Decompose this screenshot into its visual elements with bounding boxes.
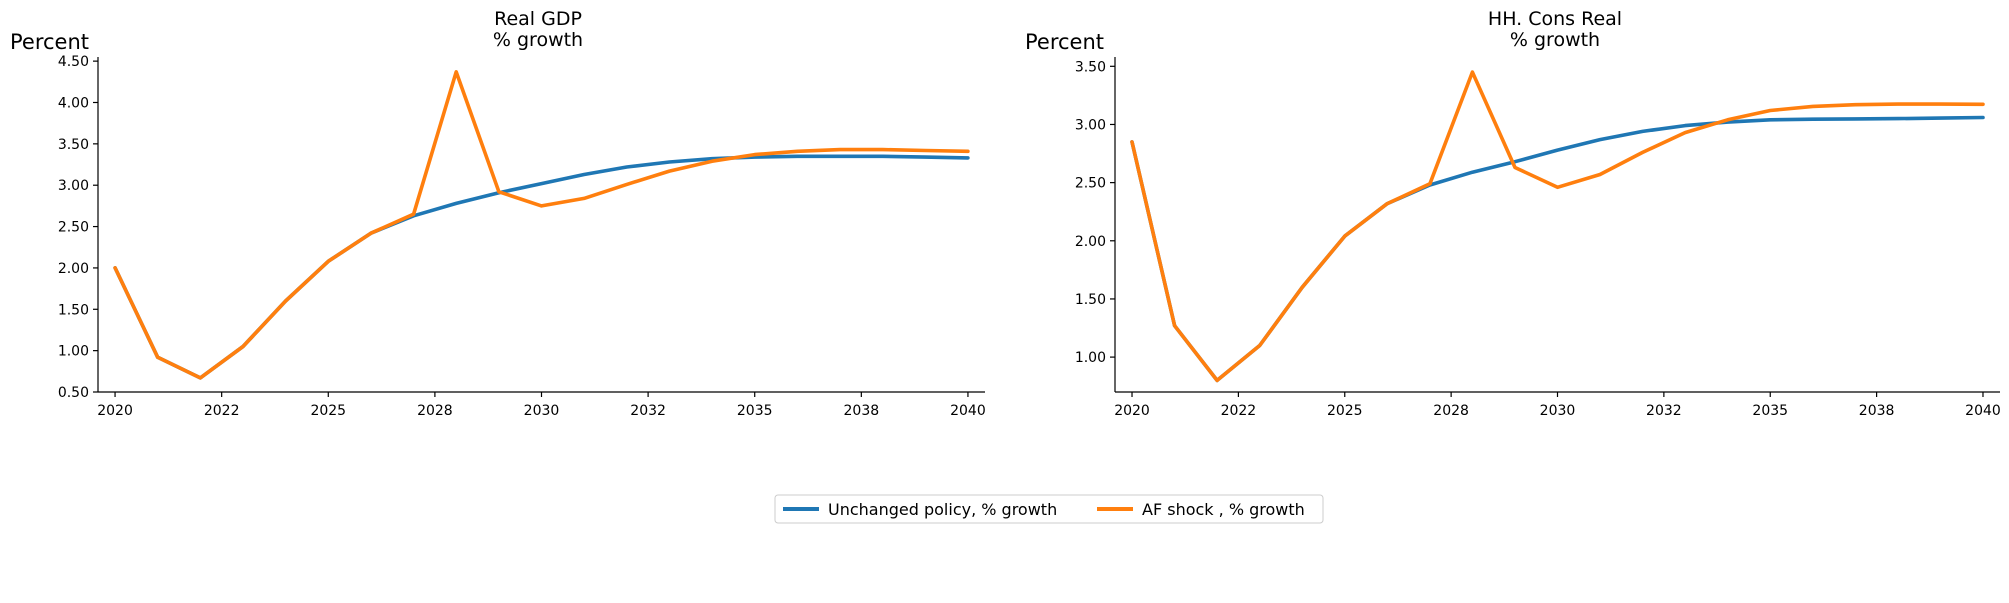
x-tick-label: 2035 (737, 403, 773, 419)
x-tick-label: 2040 (950, 403, 986, 419)
legend: Unchanged policy, % growth AF shock , % … (774, 494, 1324, 524)
chart-title-line-1: Real GDP (494, 8, 582, 30)
y-tick-label: 1.00 (58, 344, 89, 360)
y-tick-label: 0.50 (58, 385, 89, 401)
y-tick-label: 2.50 (1075, 176, 1106, 192)
x-tick-label: 2028 (417, 403, 453, 419)
x-tick-label: 2025 (310, 403, 346, 419)
x-tick-label: 2038 (1859, 403, 1895, 419)
y-tick-label: 2.00 (58, 261, 89, 277)
x-tick-label: 2030 (1540, 403, 1576, 419)
y-tick-label: 3.00 (58, 178, 89, 194)
chart-hh-cons-real: HH. Cons Real% growth Percent 1.00 1.50 2.00… (1025, 8, 2001, 419)
legend-label-af-shock: AF shock , % growth (1142, 500, 1305, 519)
x-tick-label: 2028 (1433, 403, 1469, 419)
chart-title-line-2: % growth (1510, 29, 1600, 51)
legend-frame (774, 494, 1324, 524)
y-tick-label: 1.00 (1075, 350, 1106, 366)
chart-title-line-1: HH. Cons Real (1488, 8, 1622, 30)
x-tick-label: 2040 (1965, 403, 2001, 419)
x-tick-label: 2020 (97, 403, 133, 419)
y-tick-label: 1.50 (1075, 292, 1106, 308)
series-line-unchanged-policy (1130, 115, 1985, 383)
y-tick-label: 3.50 (58, 137, 89, 153)
chart-title-line-2: % growth (493, 29, 583, 51)
y-tick-label: 1.50 (58, 302, 89, 318)
y-tick-label: 4.50 (58, 54, 89, 70)
x-tick-label: 2038 (844, 403, 880, 419)
y-tick-label: 2.00 (1075, 234, 1106, 250)
y-tick-label: 2.50 (58, 220, 89, 236)
y-tick-label: 3.00 (1075, 117, 1106, 133)
series-line-af-shock (1130, 70, 1985, 383)
y-axis-label: Percent (10, 30, 89, 54)
y-tick-label: 4.00 (58, 95, 89, 111)
chart-real-gdp: Real GDP% growth Percent 0.50 1.00 1.50 2.00 2… (10, 8, 986, 419)
y-axis-label: Percent (1025, 30, 1104, 54)
x-tick-label: 2035 (1752, 403, 1788, 419)
x-tick-label: 2022 (1221, 403, 1257, 419)
y-tick-label: 3.50 (1075, 59, 1106, 75)
x-tick-label: 2025 (1327, 403, 1363, 419)
x-tick-label: 2032 (1646, 403, 1682, 419)
x-tick-label: 2020 (1114, 403, 1150, 419)
x-tick-label: 2030 (524, 403, 560, 419)
legend-label-unchanged-policy: Unchanged policy, % growth (828, 500, 1057, 519)
x-tick-label: 2032 (630, 403, 666, 419)
series-line-af-shock (113, 70, 970, 380)
x-tick-label: 2022 (204, 403, 240, 419)
